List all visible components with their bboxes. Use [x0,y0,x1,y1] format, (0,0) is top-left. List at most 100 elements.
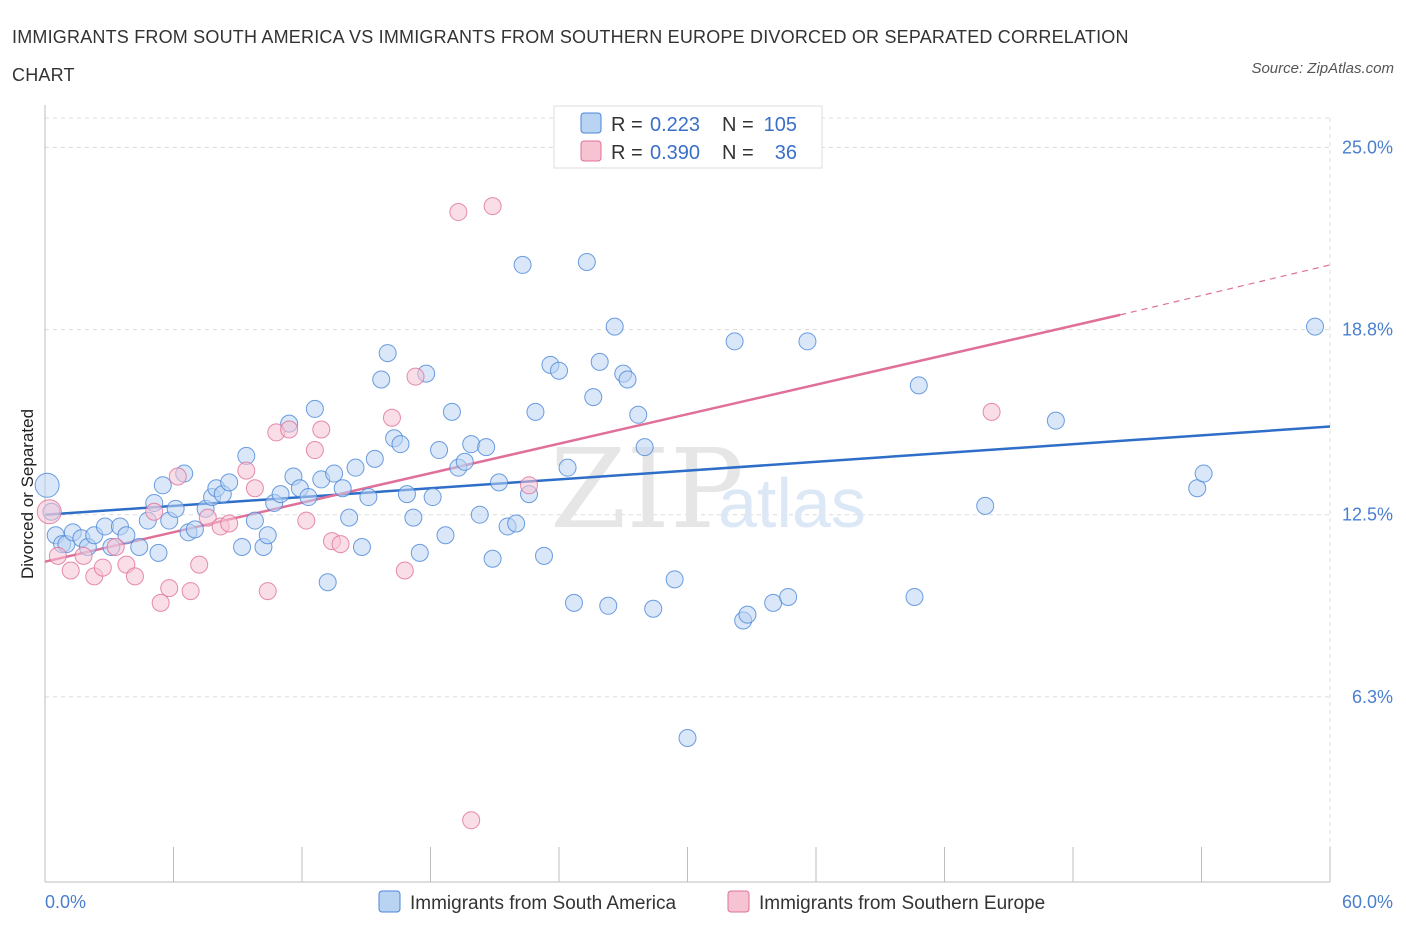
point-south-america [599,596,618,615]
point-south-america [130,538,149,557]
point-south-america [340,508,359,527]
x-tick-label-end: 60.0% [1342,892,1393,912]
y-tick-label: 6.3% [1352,687,1393,707]
point-south-america [233,538,252,557]
legend-swatch-pink [580,140,602,162]
point-south-america [185,520,204,539]
top-legend: R = 0.223 N = 105 R = 0.390 N = 36 [553,105,823,169]
point-south-america [550,361,568,380]
watermark-atlas: atlas [718,464,866,542]
point-south-america [477,438,496,457]
point-south-america [535,546,554,565]
y-tick-labels: 6.3% 12.5% 18.8% 25.0% [1342,137,1393,706]
point-south-america [644,599,663,618]
point-south-america [725,332,744,351]
bottom-legend-swatch-blue [378,890,401,913]
point-south-america [798,332,817,351]
point-south-america [738,605,757,624]
point-south-america [365,449,384,468]
point-south-america [490,473,509,492]
point-south-america [618,370,637,389]
legend-swatch-blue [580,112,602,134]
point-southern-europe [48,546,67,565]
point-south-america [779,587,798,606]
point-southern-europe [93,558,112,577]
point-south-america [442,402,461,421]
point-southern-europe [449,203,468,222]
point-south-america [584,388,603,407]
point-southern-europe [382,408,401,427]
point-south-america [397,485,416,504]
point-south-america [635,438,654,457]
point-south-america [558,458,577,477]
legend-r-label-2: R = [611,142,643,164]
point-south-america [346,458,365,477]
point-south-america [325,464,344,483]
point-southern-europe [982,402,1001,421]
point-south-america [590,352,609,371]
point-south-america [299,488,318,507]
point-south-america [333,479,352,498]
point-southern-europe [483,197,502,216]
point-south-america [577,252,596,271]
point-south-america [1046,411,1065,430]
point-southern-europe [198,508,217,527]
data-points [34,197,1325,830]
point-south-america [430,441,449,460]
point-southern-europe [280,420,299,439]
point-southern-europe [74,546,93,565]
y-axis-title: Divorced or Separated [18,409,37,579]
point-southern-europe [297,511,316,530]
point-south-america [404,508,423,527]
point-south-america [258,526,277,545]
point-southern-europe [220,514,239,533]
x-tick-label-start: 0.0% [45,892,86,912]
point-south-america [1306,317,1325,336]
point-south-america [245,511,264,530]
point-southern-europe [106,538,125,557]
point-south-america [117,526,136,545]
point-southern-europe [61,561,80,580]
point-southern-europe [145,502,164,521]
point-south-america [629,405,648,424]
point-south-america [678,729,697,748]
point-south-america [665,570,684,589]
point-south-america [166,499,185,518]
point-southern-europe [36,499,62,525]
point-southern-europe [151,593,170,612]
point-southern-europe [168,467,187,486]
bottom-legend: Immigrants from South America Immigrants… [378,890,1045,914]
point-south-america [378,344,397,363]
point-south-america [507,514,526,533]
legend-r-value-2: 0.390 [650,142,700,164]
point-south-america [372,370,391,389]
point-south-america [359,488,378,507]
point-south-america [976,496,995,515]
point-south-america [526,402,545,421]
watermark: ZIP atlas [550,425,866,553]
point-south-america [410,543,429,562]
bottom-legend-label-2: Immigrants from Southern Europe [759,893,1045,914]
point-southern-europe [312,420,331,439]
legend-r-label-1: R = [611,114,643,136]
point-south-america [423,488,442,507]
source-label: Source: ZipAtlas.com [1251,60,1394,77]
point-south-america [483,549,502,568]
bottom-legend-swatch-pink [727,890,750,913]
point-south-america [1194,464,1213,483]
point-southern-europe [181,582,200,601]
legend-n-label-1: N = [722,114,754,136]
point-southern-europe [237,461,256,480]
y-tick-label: 18.8% [1342,320,1393,340]
point-southern-europe [395,561,414,580]
point-southern-europe [462,811,481,830]
point-south-america [95,517,114,536]
trend-line-south-america [44,425,1331,516]
legend-n-label-2: N = [722,142,754,164]
point-south-america [462,435,481,454]
y-tick-label: 25.0% [1342,137,1393,157]
y-tick-label: 12.5% [1342,505,1393,525]
point-south-america [605,317,624,336]
point-southern-europe [125,567,144,586]
point-south-america [220,473,239,492]
